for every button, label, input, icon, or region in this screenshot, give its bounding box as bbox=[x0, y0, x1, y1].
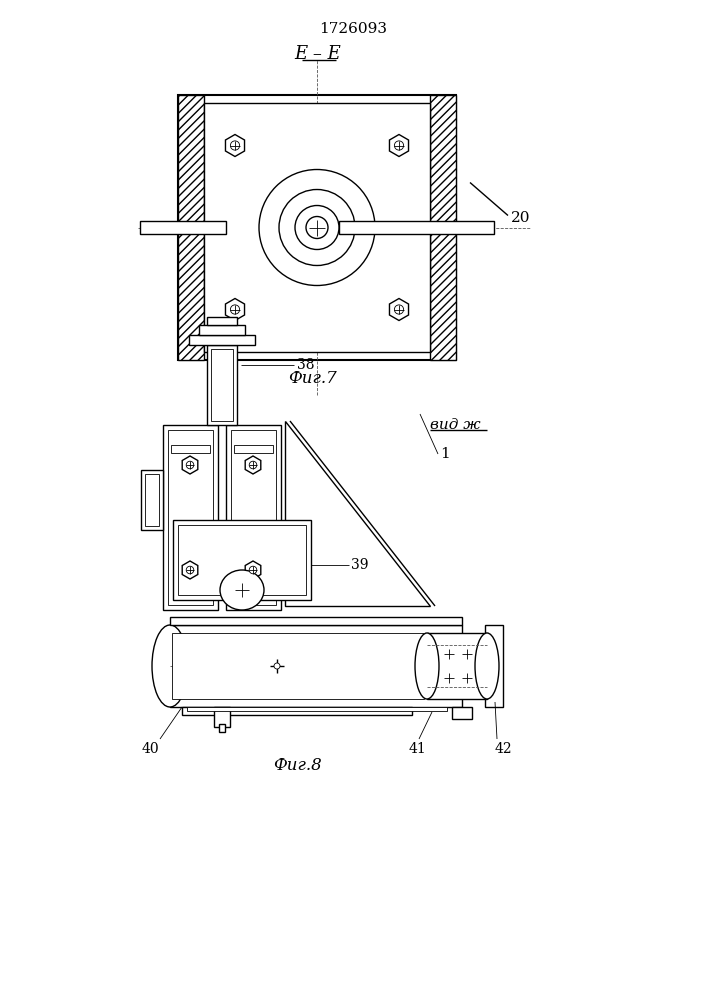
Bar bbox=[339, 221, 494, 234]
Ellipse shape bbox=[475, 633, 499, 699]
Ellipse shape bbox=[152, 625, 188, 707]
Bar bbox=[163, 425, 218, 610]
Bar bbox=[207, 345, 237, 425]
Text: 1726093: 1726093 bbox=[319, 22, 387, 36]
Bar bbox=[170, 625, 462, 707]
Bar bbox=[219, 724, 225, 732]
Text: 40: 40 bbox=[142, 742, 160, 756]
Circle shape bbox=[230, 141, 240, 150]
Circle shape bbox=[186, 566, 194, 574]
Text: 37: 37 bbox=[297, 318, 315, 332]
Text: Фиг.8: Фиг.8 bbox=[273, 757, 322, 774]
Bar bbox=[172, 633, 424, 699]
Bar bbox=[178, 95, 204, 360]
Bar bbox=[140, 221, 226, 234]
Bar bbox=[214, 707, 230, 727]
Bar bbox=[170, 617, 462, 625]
Text: 35: 35 bbox=[297, 333, 315, 347]
Bar bbox=[168, 430, 213, 605]
Text: 42: 42 bbox=[495, 742, 513, 756]
Polygon shape bbox=[245, 456, 261, 474]
Bar bbox=[234, 445, 273, 453]
Bar bbox=[199, 325, 245, 335]
Bar bbox=[430, 95, 456, 360]
Circle shape bbox=[279, 190, 355, 265]
Ellipse shape bbox=[415, 633, 439, 699]
Text: 41: 41 bbox=[408, 742, 426, 756]
Polygon shape bbox=[226, 134, 245, 156]
Bar bbox=[207, 317, 237, 325]
Bar bbox=[204, 103, 430, 352]
Circle shape bbox=[274, 663, 280, 669]
Text: Фиг.7: Фиг.7 bbox=[288, 370, 337, 387]
Polygon shape bbox=[182, 456, 198, 474]
Circle shape bbox=[250, 566, 257, 574]
Bar bbox=[485, 625, 503, 707]
Bar bbox=[189, 335, 255, 345]
Circle shape bbox=[395, 141, 404, 150]
Text: 39: 39 bbox=[351, 558, 368, 572]
Bar bbox=[452, 707, 472, 719]
Circle shape bbox=[306, 217, 328, 238]
Bar bbox=[171, 445, 210, 453]
Polygon shape bbox=[390, 134, 409, 156]
Bar bbox=[182, 707, 412, 715]
Polygon shape bbox=[182, 561, 198, 579]
Text: E – E: E – E bbox=[295, 45, 341, 63]
Circle shape bbox=[295, 206, 339, 249]
Circle shape bbox=[250, 461, 257, 469]
Bar bbox=[427, 633, 487, 699]
Bar bbox=[173, 520, 311, 600]
Bar bbox=[231, 430, 276, 605]
Text: 1: 1 bbox=[440, 447, 450, 461]
Text: 38: 38 bbox=[297, 358, 315, 372]
Bar bbox=[178, 525, 306, 595]
Polygon shape bbox=[285, 421, 430, 606]
Bar bbox=[178, 95, 456, 360]
Text: 20: 20 bbox=[511, 211, 530, 225]
Circle shape bbox=[259, 169, 375, 286]
Bar bbox=[211, 349, 233, 421]
Bar bbox=[145, 474, 159, 526]
Ellipse shape bbox=[220, 570, 264, 610]
Circle shape bbox=[230, 305, 240, 314]
Polygon shape bbox=[390, 298, 409, 320]
Polygon shape bbox=[226, 298, 245, 320]
Polygon shape bbox=[245, 561, 261, 579]
Bar bbox=[226, 425, 281, 610]
Bar bbox=[141, 470, 163, 530]
Text: вид ж: вид ж bbox=[430, 418, 481, 432]
Bar bbox=[187, 707, 447, 711]
Circle shape bbox=[186, 461, 194, 469]
Circle shape bbox=[395, 305, 404, 314]
